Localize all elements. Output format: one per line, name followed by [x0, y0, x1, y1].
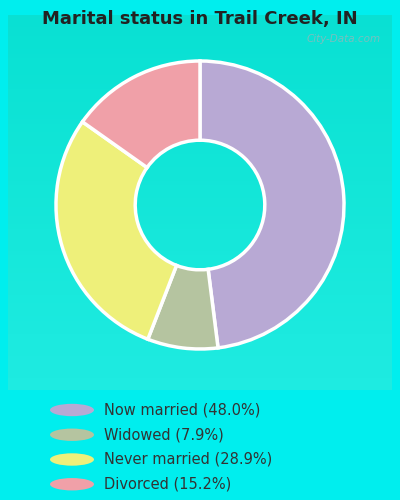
- Text: Now married (48.0%): Now married (48.0%): [104, 402, 260, 417]
- Text: Widowed (7.9%): Widowed (7.9%): [104, 427, 224, 442]
- Circle shape: [50, 454, 94, 466]
- Circle shape: [50, 428, 94, 441]
- Text: Marital status in Trail Creek, IN: Marital status in Trail Creek, IN: [42, 10, 358, 28]
- Wedge shape: [200, 61, 344, 348]
- Text: City-Data.com: City-Data.com: [306, 34, 380, 44]
- Wedge shape: [56, 122, 176, 339]
- Text: Never married (28.9%): Never married (28.9%): [104, 452, 272, 467]
- Circle shape: [50, 404, 94, 416]
- Circle shape: [50, 478, 94, 490]
- Text: Divorced (15.2%): Divorced (15.2%): [104, 477, 231, 492]
- Wedge shape: [82, 61, 200, 168]
- Wedge shape: [148, 266, 218, 349]
